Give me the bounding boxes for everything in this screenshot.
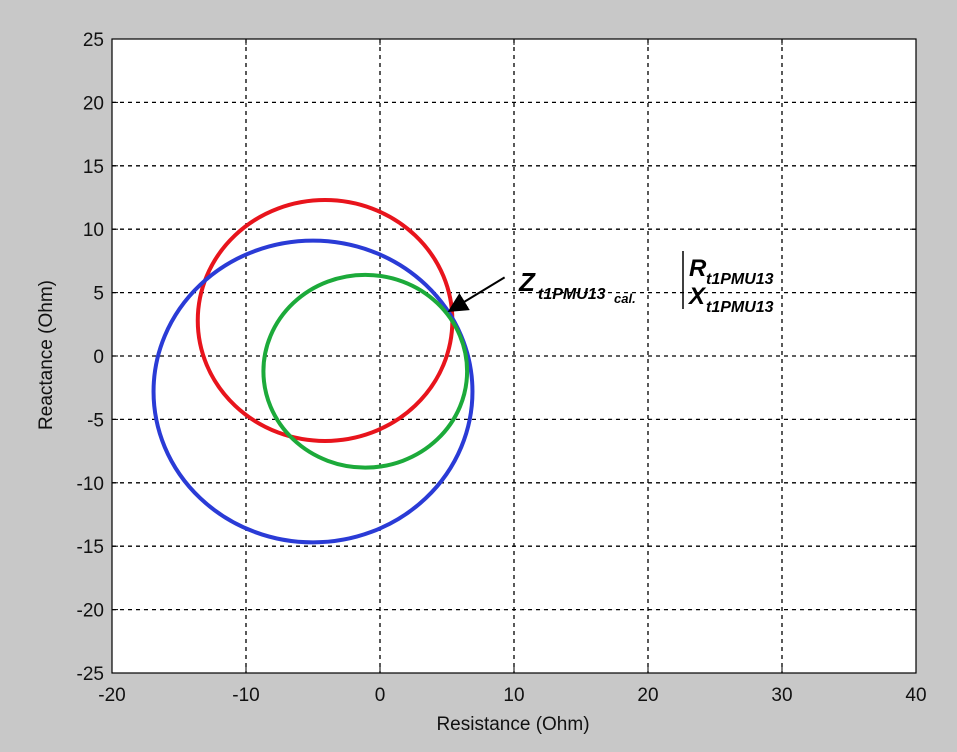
y-tick-label: 20 xyxy=(83,93,104,114)
x-tick-label: 30 xyxy=(771,685,792,706)
annotation-x-subscript: t1PMU13 xyxy=(706,299,774,316)
x-axis-label: Resistance (Ohm) xyxy=(436,714,589,735)
x-tick-label: 0 xyxy=(375,685,386,706)
y-tick-label: -15 xyxy=(77,537,104,558)
y-tick-label: 0 xyxy=(93,347,104,368)
annotation-r: R xyxy=(689,255,707,282)
annotation-z-cal: cal. xyxy=(614,291,636,306)
grid-lines xyxy=(112,39,916,673)
y-tick-label: -5 xyxy=(87,410,104,431)
y-tick-label: -25 xyxy=(77,664,104,685)
series-layer xyxy=(151,198,475,545)
series-circle-2 xyxy=(151,238,475,545)
series-circle-3 xyxy=(261,272,470,470)
x-tick-label: -10 xyxy=(232,685,259,706)
y-tick-label: 10 xyxy=(83,220,104,241)
annotation-r-subscript: t1PMU13 xyxy=(706,271,774,288)
annotation-z: Z xyxy=(518,267,536,297)
y-tick-label: -10 xyxy=(77,474,104,495)
annotation-x: X xyxy=(687,283,707,310)
y-tick-label: 25 xyxy=(83,30,104,51)
tick-marks xyxy=(111,38,917,674)
y-tick-label: 5 xyxy=(93,284,104,305)
x-tick-label: -20 xyxy=(98,685,125,706)
x-tick-label: 20 xyxy=(637,685,658,706)
x-tick-label: 10 xyxy=(503,685,524,706)
y-tick-label: 15 xyxy=(83,157,104,178)
y-axis-label: Reactance (Ohm) xyxy=(36,280,57,430)
impedance-annotation: Z t1PMU13 cal. R t1PMU13 X t1PMU13 xyxy=(447,251,774,316)
annotation-arrow xyxy=(447,276,506,312)
x-tick-label: 40 xyxy=(905,685,926,706)
annotation-z-subscript: t1PMU13 xyxy=(538,286,606,303)
y-tick-label: -20 xyxy=(77,601,104,622)
